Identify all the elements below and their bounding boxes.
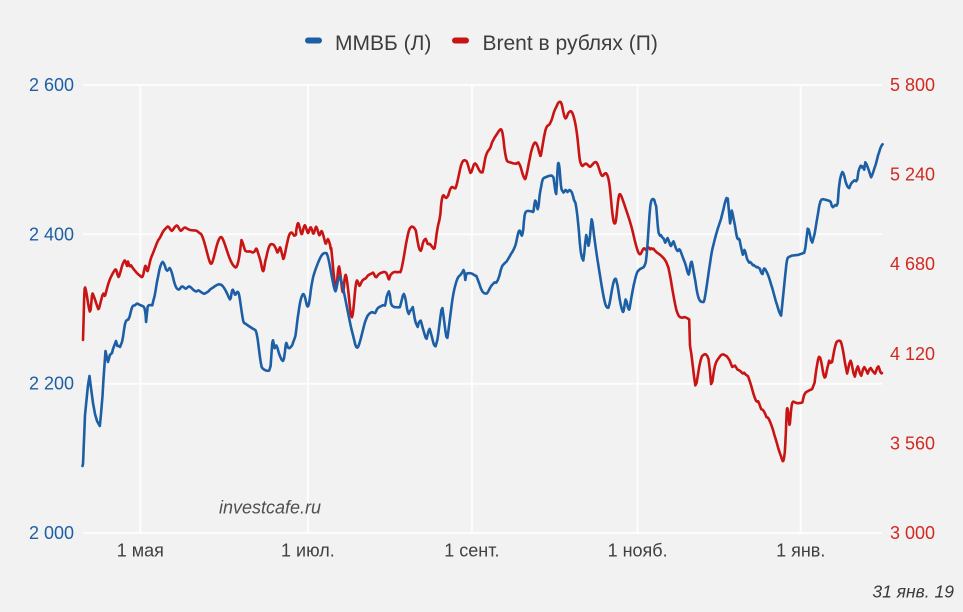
svg-text:3 000: 3 000 — [890, 523, 935, 543]
svg-text:Brent в рублях (П): Brent в рублях (П) — [483, 32, 658, 55]
svg-text:1 сент.: 1 сент. — [444, 541, 499, 561]
svg-text:2 200: 2 200 — [29, 374, 74, 394]
svg-text:2 400: 2 400 — [29, 224, 74, 244]
svg-text:31 янв. 19: 31 янв. 19 — [872, 582, 954, 602]
svg-text:5 240: 5 240 — [890, 165, 935, 185]
svg-text:4 120: 4 120 — [890, 344, 935, 364]
svg-text:1 июл.: 1 июл. — [281, 541, 335, 561]
svg-text:3 560: 3 560 — [890, 433, 935, 453]
svg-text:5 800: 5 800 — [890, 75, 935, 95]
svg-text:2 600: 2 600 — [29, 75, 74, 95]
svg-text:2 000: 2 000 — [29, 523, 74, 543]
svg-text:4 680: 4 680 — [890, 254, 935, 274]
svg-text:1 янв.: 1 янв. — [776, 541, 825, 561]
svg-text:ММВБ (Л): ММВБ (Л) — [335, 32, 431, 55]
svg-text:1 нояб.: 1 нояб. — [608, 541, 668, 561]
svg-text:1 мая: 1 мая — [117, 541, 164, 561]
svg-text:investcafe.ru: investcafe.ru — [219, 498, 321, 518]
